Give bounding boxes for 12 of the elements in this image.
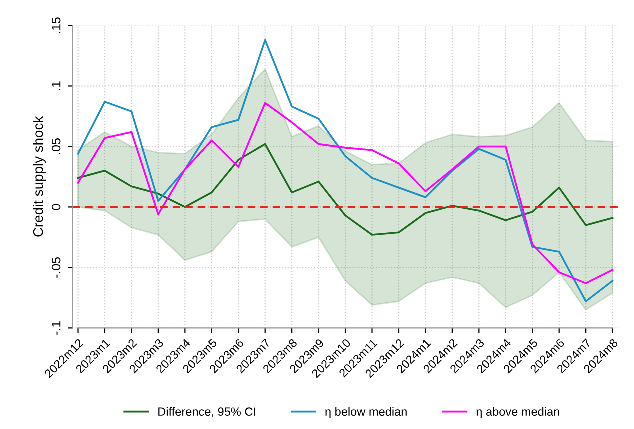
y-tick-label: -.1 <box>52 322 61 335</box>
legend-label: η above median <box>476 407 560 418</box>
y-tick-label: .05 <box>52 138 61 154</box>
y-axis-title: Credit supply shock <box>33 116 46 237</box>
legend-label: η below median <box>326 407 407 418</box>
line-series <box>77 143 614 236</box>
y-tick-label: .1 <box>52 82 61 90</box>
y-tick-label: .15 <box>52 18 61 34</box>
legend-label: Difference, 95% CI <box>158 407 256 418</box>
line-series <box>77 102 614 284</box>
y-tick-label: -.05 <box>52 257 61 278</box>
y-tick-label: 0 <box>52 204 61 210</box>
